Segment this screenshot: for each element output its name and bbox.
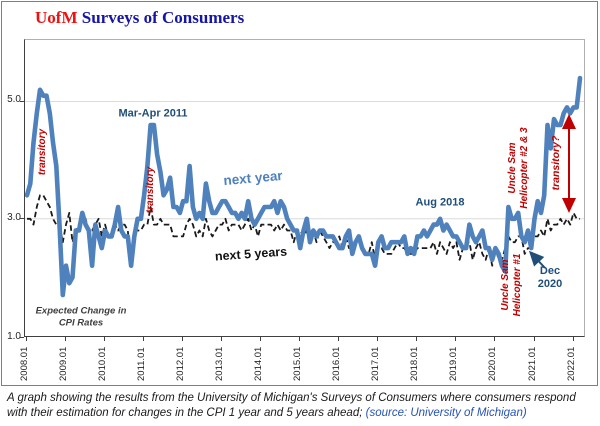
x-tick-label: 2018.01 <box>409 346 421 381</box>
x-tick-mark <box>338 337 340 341</box>
x-tick-label: 2012.01 <box>175 346 187 381</box>
page-title: UofM Surveys of Consumers <box>35 8 244 28</box>
x-tick-mark <box>494 337 496 341</box>
x-tick-mark <box>533 337 535 341</box>
x-tick-label: 2022.01 <box>565 346 577 381</box>
caption-line2: with their estimation for changes in the… <box>7 407 366 419</box>
y-tick-mark <box>20 337 24 338</box>
x-tick-label: 2008.01 <box>19 346 30 381</box>
x-tick-mark <box>26 337 27 341</box>
next-year-line <box>25 75 583 298</box>
x-tick-label: 2021.01 <box>526 346 538 381</box>
y-tick-label-1: 1.0 <box>7 331 21 342</box>
y-tick-mark <box>20 218 24 219</box>
figure-caption: A graph showing the results from the Uni… <box>7 391 595 421</box>
x-tick-mark <box>221 337 223 341</box>
x-tick-label: 2017.01 <box>370 346 382 381</box>
x-tick-mark <box>455 337 457 341</box>
y-tick-label-3: 3.0 <box>7 212 21 223</box>
title-rest: Surveys of Consumers <box>77 8 245 27</box>
x-tick-mark <box>65 337 66 341</box>
y-tick-mark <box>20 101 24 102</box>
figure-frame: UofM Surveys of Consumers 1.0 3.0 5.0 20… <box>1 1 598 386</box>
x-tick-mark <box>143 337 145 341</box>
x-tick-label: 2020.01 <box>487 346 499 381</box>
x-tick-label: 2010.01 <box>97 346 109 381</box>
x-tick-label: 2015.01 <box>292 346 304 381</box>
x-tick-mark <box>260 337 262 341</box>
x-tick-mark <box>572 337 574 341</box>
y-tick-label-5: 5.0 <box>7 94 21 105</box>
x-tick-label: 2016.01 <box>331 346 343 381</box>
caption-line1: A graph showing the results from the Uni… <box>7 392 576 404</box>
x-tick-mark <box>299 337 301 341</box>
x-tick-mark <box>377 337 379 341</box>
x-tick-label: 2019.01 <box>448 346 460 381</box>
line-chart <box>25 75 584 298</box>
x-tick-mark <box>416 337 418 341</box>
x-tick-label: 2013.01 <box>214 346 226 381</box>
x-tick-label: 2014.01 <box>253 346 265 381</box>
title-brand: UofM <box>35 8 78 27</box>
x-tick-label: 2009.01 <box>58 346 69 381</box>
x-tick-mark <box>182 337 184 341</box>
x-tick-mark <box>104 337 106 341</box>
x-tick-label: 2011.01 <box>136 347 148 381</box>
caption-source: (source: University of Michigan) <box>365 407 527 419</box>
plot-area <box>24 39 585 337</box>
